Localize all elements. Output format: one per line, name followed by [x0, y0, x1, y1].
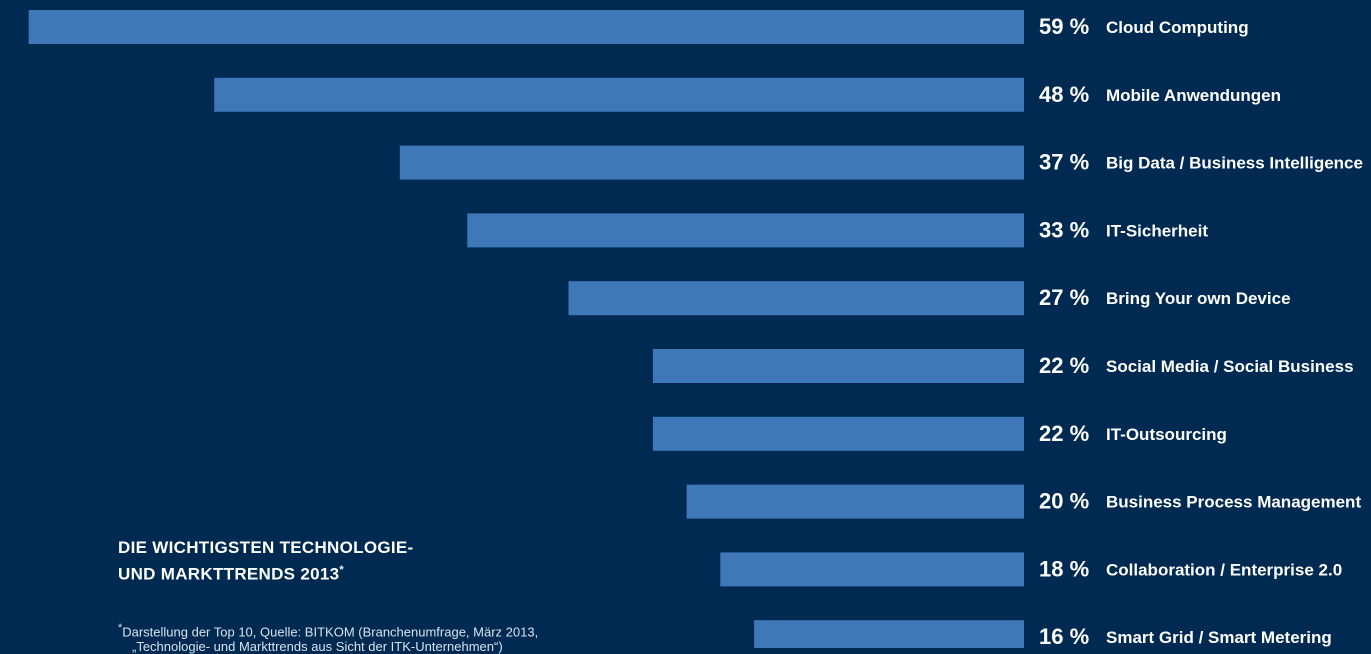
category-label-5: Bring Your own Device: [1106, 289, 1291, 308]
category-label-10: Smart Grid / Smart Metering: [1106, 628, 1332, 647]
heading-line-2-text: UND MARKTTRENDS 2013: [118, 564, 340, 584]
category-label-4: IT-Sicherheit: [1106, 221, 1208, 240]
category-label-8: Business Process Management: [1106, 493, 1361, 512]
category-label-9: Collaboration / Enterprise 2.0: [1106, 560, 1342, 579]
value-label-4: 33 %: [1039, 217, 1089, 242]
value-label-10: 16 %: [1039, 624, 1089, 648]
footnote-line-1: *Darstellung der Top 10, Quelle: BITKOM …: [118, 621, 538, 639]
value-label-8: 20 %: [1039, 489, 1089, 514]
source-footnote: *Darstellung der Top 10, Quelle: BITKOM …: [118, 621, 538, 654]
bar-8: [686, 484, 1024, 519]
heading-line-2: UND MARKTTRENDS 2013*: [118, 559, 414, 586]
category-label-3: Big Data / Business Intelligence: [1106, 154, 1363, 173]
bar-5: [568, 281, 1024, 316]
footnote-marker: *: [118, 622, 123, 634]
bar-10: [754, 620, 1024, 648]
value-label-9: 18 %: [1039, 556, 1089, 581]
bar-4: [467, 213, 1024, 248]
value-label-5: 27 %: [1039, 285, 1089, 310]
chart-heading: DIE WICHTIGSTEN TECHNOLOGIE- UND MARKTTR…: [118, 537, 414, 586]
category-label-1: Cloud Computing: [1106, 18, 1249, 37]
footnote-line-1-text: Darstellung der Top 10, Quelle: BITKOM (…: [122, 624, 539, 640]
footnote-line-2: „Technologie- und Markttrends aus Sicht …: [132, 639, 503, 654]
heading-line-1: DIE WICHTIGSTEN TECHNOLOGIE-: [118, 538, 414, 557]
value-label-7: 22 %: [1039, 421, 1089, 446]
bar-7: [652, 416, 1024, 451]
value-label-1: 59 %: [1039, 14, 1089, 39]
value-label-6: 22 %: [1039, 353, 1089, 378]
value-label-3: 37 %: [1039, 150, 1089, 175]
bar-3: [399, 145, 1024, 180]
heading-footnote-marker: *: [339, 564, 344, 576]
bar-2: [214, 77, 1024, 112]
category-label-2: Mobile Anwendungen: [1106, 86, 1281, 105]
bar-9: [720, 552, 1024, 587]
bar-6: [652, 349, 1024, 383]
category-label-7: IT-Outsourcing: [1106, 425, 1227, 444]
bar-1: [28, 10, 1024, 44]
value-label-2: 48 %: [1039, 82, 1089, 107]
category-label-6: Social Media / Social Business: [1106, 357, 1354, 376]
